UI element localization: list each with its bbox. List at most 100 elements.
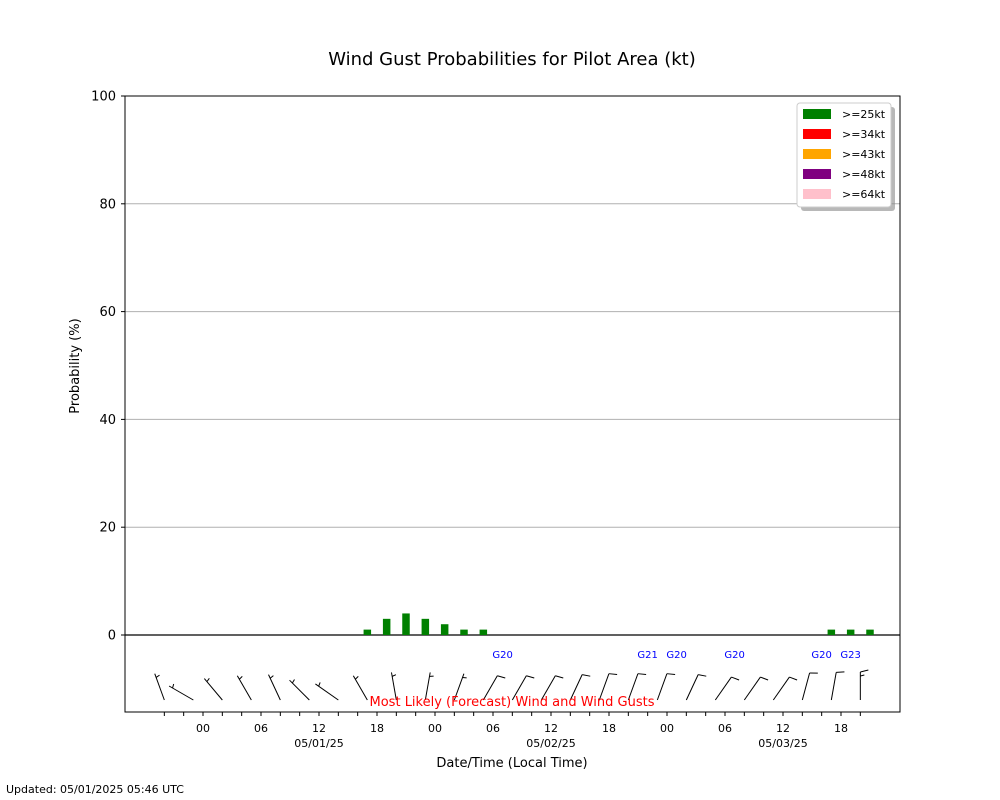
x-tick-label: 12 [544,722,558,735]
wind-barb-shaft [289,679,310,701]
wind-barb-feather [555,675,564,679]
x-tick-label: 12 [312,722,326,735]
wind-barb-shaft [268,674,281,701]
bar-25kt [421,618,430,635]
wind-barb-shaft [424,672,431,701]
wind-barb-shaft [168,685,194,701]
wind-barb-half-feather [291,679,295,684]
wind-barb-shaft [390,672,397,701]
legend-label: >=48kt [842,168,886,181]
wind-barb-shaft [511,675,527,701]
wind-barb-shaft [352,675,368,701]
y-tick-label: 100 [91,90,116,105]
bar-25kt [827,629,836,635]
x-tick-label: 06 [254,722,268,735]
wind-barb-shaft [772,676,790,701]
wind-barb-half-feather [318,682,321,687]
y-tick-label: 20 [99,521,116,536]
x-date-label: 05/01/25 [294,737,343,750]
wind-barb-shaft [203,678,223,701]
wind-barb-shaft [830,672,837,701]
wind-barb-shaft [315,683,339,701]
wind-barb-half-feather [354,675,359,680]
wind-barb-feather [582,674,591,677]
wind-barb-feather [637,673,647,676]
legend-swatch [803,129,831,139]
updated-timestamp: Updated: 05/01/2025 05:46 UTC [6,783,184,796]
wind-barb-shaft [656,673,668,701]
legend-swatch [803,149,831,159]
wind-barb-half-feather [238,675,243,680]
legend-label: >=25kt [842,108,886,121]
bar-25kt [846,629,855,635]
y-tick-label: 80 [99,197,116,212]
wind-barb-feather [698,674,707,677]
wind-annotation: Most Likely (Forecast) Wind and Wind Gus… [370,695,655,710]
wind-barb-shaft [482,675,498,701]
wind-barb-shaft [569,674,583,701]
x-tick-label: 00 [196,722,210,735]
wind-barb-shaft [236,675,252,701]
wind-barb-shaft [801,672,811,701]
bar-25kt [479,629,488,635]
wind-barb-feather [497,675,506,679]
x-tick-label: 12 [776,722,790,735]
wind-barb-half-feather [155,674,160,678]
chart-title: Wind Gust Probabilities for Pilot Area (… [328,49,696,70]
x-tick-label: 18 [370,722,384,735]
wind-barb-shaft [540,675,556,701]
bar-25kt [363,629,372,635]
y-tick-label: 0 [108,629,116,644]
wind-barb-feather [836,671,845,673]
wind-barb-half-feather [206,677,210,682]
wind-barb-half-feather [860,674,865,677]
x-tick-label: 00 [660,722,674,735]
bar-25kt [460,629,468,635]
gust-label: G20 [492,650,512,661]
legend-label: >=64kt [842,188,886,201]
plot-frame [124,95,901,713]
wind-barb-shaft [627,673,639,701]
legend-swatch [803,169,831,179]
y-tick-label: 40 [99,413,116,428]
gust-label: G20 [666,650,686,661]
bar-25kt [440,624,449,635]
wind-barb-feather [666,673,676,676]
gust-label: G21 [637,650,657,661]
wind-barb-shaft [714,676,732,701]
wind-barb-shaft [154,673,165,701]
wind-barb-feather [789,676,798,681]
legend-label: >=43kt [842,148,886,161]
bar-25kt [402,613,410,635]
legend-label: >=34kt [842,128,886,141]
wind-barb-feather [731,676,740,681]
y-axis-label: Probability (%) [68,318,83,413]
x-tick-label: 06 [486,722,500,735]
x-tick-label: 18 [834,722,848,735]
wind-barb-half-feather [269,675,274,679]
gust-label: G23 [840,650,860,661]
wind-barb-feather [526,675,535,679]
gust-label: G20 [724,650,744,661]
x-date-label: 05/02/25 [526,737,575,750]
wind-barb-half-feather [172,683,175,689]
gust-label: G20 [811,650,831,661]
y-tick-label: 60 [99,305,116,320]
wind-barb-feather [860,669,869,673]
x-axis-label: Date/Time (Local Time) [436,756,587,771]
x-tick-label: 00 [428,722,442,735]
wind-barb-shaft [598,673,610,701]
x-tick-label: 18 [602,722,616,735]
wind-barb-shaft [453,673,465,701]
wind-barb-shaft [743,676,761,701]
wind-barb-feather [608,673,618,676]
bar-25kt [382,618,391,635]
x-tick-label: 06 [718,722,732,735]
wind-barb-half-feather [391,674,397,677]
wind-barb-feather [760,676,769,681]
x-date-label: 05/03/25 [758,737,807,750]
wind-barb-shaft [685,674,699,701]
bar-25kt [866,629,874,635]
legend-swatch [803,109,831,119]
